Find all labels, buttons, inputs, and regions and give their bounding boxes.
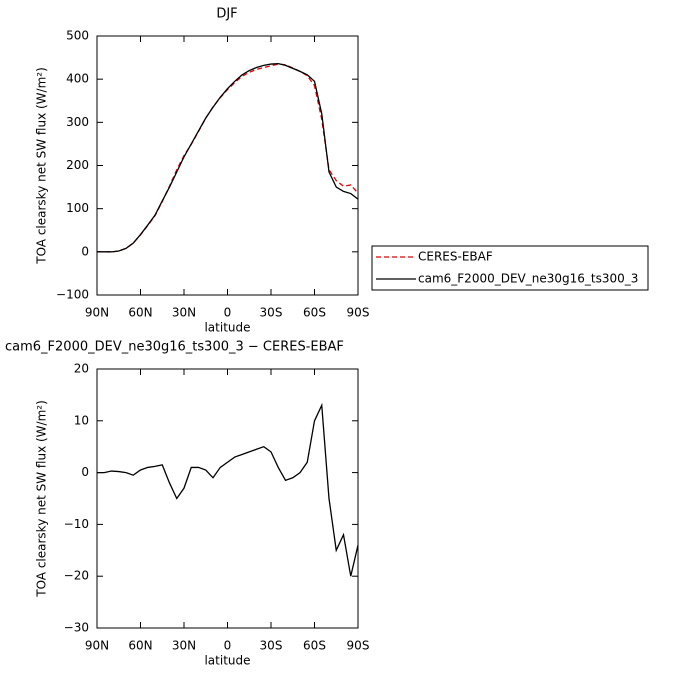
data-line (97, 63, 359, 253)
x-tick-label: 0 (224, 306, 232, 320)
x-axis-label: latitude (204, 654, 250, 668)
x-tick-label: 30S (260, 306, 283, 320)
y-tick-label: 10 (74, 413, 89, 427)
y-tick-label: 0 (81, 465, 89, 479)
x-tick-label: 60N (128, 306, 152, 320)
chart-title: DJF (216, 7, 237, 22)
x-axis-label: latitude (204, 321, 250, 335)
x-tick-label: 90S (347, 639, 370, 653)
y-tick-label: 20 (74, 362, 89, 376)
y-tick-label: −10 (64, 517, 89, 531)
y-tick-label: −20 (64, 569, 89, 583)
y-axis-label: TOA clearsky net SW flux (W/m²) (35, 400, 49, 598)
x-tick-label: 30N (172, 306, 196, 320)
legend-label: CERES-EBAF (418, 250, 493, 264)
y-tick-label: 300 (66, 115, 89, 129)
y-tick-label: −30 (64, 621, 89, 635)
x-tick-label: 90S (347, 306, 370, 320)
x-tick-label: 90N (85, 306, 109, 320)
y-axis-label: TOA clearsky net SW flux (W/m²) (35, 67, 49, 265)
chart-title: cam6_F2000_DEV_ne30g16_ts300_3 − CERES-E… (5, 340, 344, 355)
y-tick-label: 100 (66, 201, 89, 215)
data-line (97, 402, 359, 577)
x-tick-label: 30S (260, 639, 283, 653)
legend-box (371, 245, 649, 291)
x-tick-label: 60N (128, 639, 152, 653)
x-tick-label: 60S (303, 639, 326, 653)
y-tick-label: 400 (66, 72, 89, 86)
y-tick-label: 0 (81, 244, 89, 258)
data-line (97, 62, 359, 253)
x-tick-label: 90N (85, 639, 109, 653)
y-tick-label: −100 (56, 288, 89, 302)
plot-frame (96, 368, 359, 629)
y-tick-label: 200 (66, 158, 89, 172)
plot-frame (96, 35, 359, 296)
x-tick-label: 30N (172, 639, 196, 653)
y-tick-label: 500 (66, 29, 89, 43)
x-tick-label: 0 (224, 639, 232, 653)
legend-label: cam6_F2000_DEV_ne30g16_ts300_3 (418, 272, 638, 286)
x-tick-label: 60S (303, 306, 326, 320)
